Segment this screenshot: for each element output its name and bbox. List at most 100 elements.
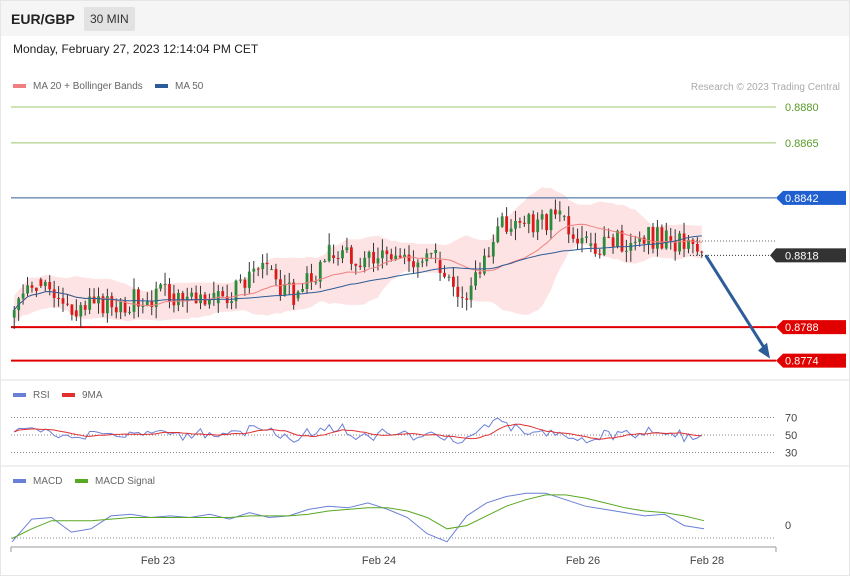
panel-separators: [1, 379, 849, 467]
bullish-candle: [540, 214, 544, 220]
bullish-candle: [580, 237, 584, 244]
bearish-candle: [412, 261, 415, 268]
bearish-candle: [74, 310, 78, 317]
macd-line: [11, 492, 705, 543]
bullish-candle: [638, 237, 642, 242]
bearish-candle: [332, 255, 335, 258]
rsi-line: [13, 417, 703, 444]
bearish-candle: [274, 269, 278, 280]
bullish-candle: [230, 301, 233, 304]
bullish-candle: [509, 228, 513, 232]
bearish-candle: [101, 296, 105, 314]
macd-legend-swatch: [13, 479, 26, 483]
bearish-candle: [350, 247, 353, 264]
bearish-candle: [168, 284, 171, 302]
bullish-candle: [128, 311, 131, 313]
bullish-candle: [26, 285, 29, 294]
bullish-candle: [163, 284, 167, 286]
macd-legend-label: MACD: [33, 476, 62, 487]
bullish-candle: [301, 289, 304, 292]
bullish-candle: [212, 292, 216, 300]
bearish-candle: [478, 272, 482, 274]
bullish-candle: [434, 250, 438, 254]
bearish-candle: [66, 303, 69, 305]
bullish-candle: [363, 257, 367, 268]
bearish-candle: [83, 305, 87, 310]
bearish-candle: [35, 287, 38, 291]
bullish-candle: [527, 214, 531, 224]
current-price-tag-pointer: [770, 248, 776, 263]
bearish-candle: [336, 258, 340, 259]
bearish-candle: [358, 265, 362, 267]
bullish-candle: [562, 216, 566, 218]
bollinger-bands: [14, 187, 702, 325]
bullish-candle: [656, 227, 659, 249]
support-level-tag-pointer: [776, 320, 783, 335]
ma50-line: [13, 235, 702, 311]
bearish-candle: [39, 279, 43, 286]
bearish-candle: [620, 230, 624, 252]
macd-signal-legend-label: MACD Signal: [95, 476, 155, 487]
bearish-candle: [354, 263, 358, 266]
time-axis-label: Feb 23: [141, 555, 175, 567]
time-axis: Feb 23 Feb 24 Feb 26 Feb 28: [10, 546, 777, 567]
bearish-candle: [389, 254, 393, 260]
rsi-legend-swatch: [13, 393, 26, 397]
bullish-candle: [159, 284, 162, 289]
bullish-candle: [536, 219, 540, 233]
bullish-candle: [429, 253, 433, 255]
bearish-candle: [30, 285, 34, 288]
rsi-ma-line: [14, 423, 702, 440]
bullish-candle: [145, 301, 149, 306]
current-price-tag: [776, 248, 846, 263]
time-axis-label: Feb 26: [566, 555, 600, 567]
macd-signal-legend-swatch: [75, 479, 88, 483]
bullish-candle: [97, 296, 100, 304]
bearish-candle: [531, 214, 535, 233]
support-level-label: 0.8774: [785, 356, 819, 368]
pivot-level-tag: [783, 190, 846, 205]
rsi-level-label: 70: [785, 413, 797, 425]
bearish-candle: [438, 260, 442, 273]
bullish-candle: [341, 250, 344, 259]
bearish-candle: [372, 251, 375, 264]
bullish-candle: [79, 305, 83, 317]
timeframe-badge[interactable]: 30 MIN: [84, 7, 135, 31]
bearish-candle: [660, 227, 664, 249]
bearish-candle: [452, 276, 455, 287]
rsi-level-label: 50: [785, 430, 797, 442]
bullish-candle: [381, 250, 384, 259]
bullish-candle: [496, 226, 500, 242]
pivot-level-label: 0.8842: [785, 193, 819, 205]
bullish-candle: [376, 258, 380, 264]
bearish-candle: [61, 298, 65, 304]
bullish-candle: [647, 227, 650, 244]
bearish-candle: [598, 253, 602, 255]
bearish-candle: [114, 307, 118, 313]
support-level-tag: [783, 320, 846, 335]
bearish-candle: [194, 292, 198, 304]
ma20-legend-swatch: [13, 84, 26, 88]
projection-arrow-group: [704, 254, 770, 359]
bearish-candle: [172, 293, 176, 306]
bullish-candle: [177, 293, 180, 306]
instrument-name: EUR/GBP: [11, 11, 75, 27]
bullish-candle: [474, 272, 477, 286]
bullish-candle: [447, 276, 451, 278]
bullish-candle: [314, 281, 318, 283]
bullish-candle: [185, 296, 189, 302]
bullish-candle: [208, 299, 211, 305]
bearish-candle: [181, 293, 185, 302]
bearish-candle: [150, 301, 154, 307]
bearish-candle: [545, 214, 548, 231]
projection-arrow: [704, 254, 768, 352]
bullish-candle: [629, 243, 633, 251]
bearish-candle: [256, 268, 260, 270]
ma50-legend-label: MA 50: [175, 81, 204, 92]
bearish-candle: [110, 296, 114, 308]
bullish-candle: [483, 255, 486, 274]
support-level-tag-pointer: [776, 353, 783, 368]
bearish-candle: [611, 237, 615, 247]
bullish-candle: [514, 221, 517, 229]
